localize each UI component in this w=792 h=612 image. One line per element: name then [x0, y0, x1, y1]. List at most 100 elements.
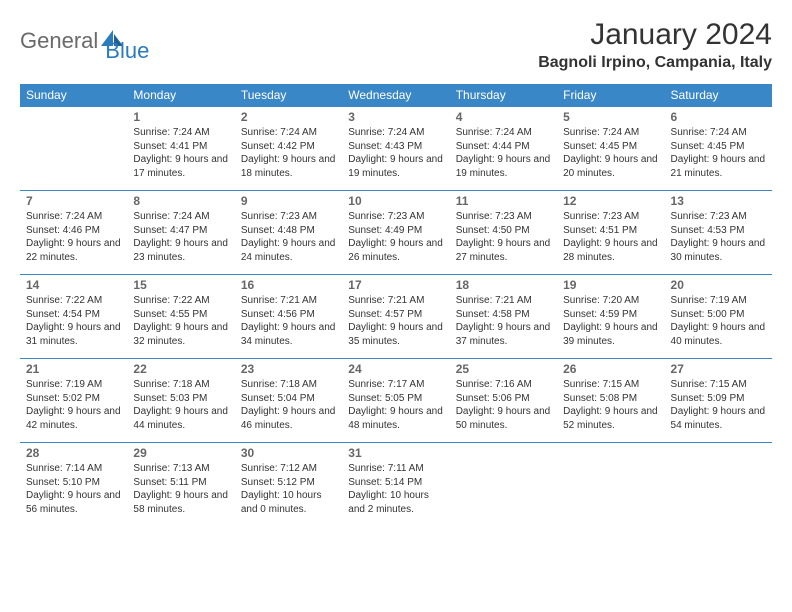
daylight-text: Daylight: 9 hours and 19 minutes. [456, 153, 551, 180]
day-cell: 9Sunrise: 7:23 AMSunset: 4:48 PMDaylight… [235, 191, 342, 275]
sunset-text: Sunset: 4:51 PM [563, 224, 658, 238]
day-info: Sunrise: 7:11 AMSunset: 5:14 PMDaylight:… [348, 462, 443, 516]
day-info: Sunrise: 7:20 AMSunset: 4:59 PMDaylight:… [563, 294, 658, 348]
day-info: Sunrise: 7:19 AMSunset: 5:02 PMDaylight:… [26, 378, 121, 432]
sunset-text: Sunset: 4:42 PM [241, 140, 336, 154]
day-info: Sunrise: 7:24 AMSunset: 4:45 PMDaylight:… [563, 126, 658, 180]
day-info: Sunrise: 7:23 AMSunset: 4:51 PMDaylight:… [563, 210, 658, 264]
day-cell: 25Sunrise: 7:16 AMSunset: 5:06 PMDayligh… [450, 359, 557, 443]
sunrise-text: Sunrise: 7:22 AM [133, 294, 228, 308]
week-row: 1Sunrise: 7:24 AMSunset: 4:41 PMDaylight… [20, 107, 772, 191]
daylight-text: Daylight: 9 hours and 56 minutes. [26, 489, 121, 516]
day-cell: 31Sunrise: 7:11 AMSunset: 5:14 PMDayligh… [342, 443, 449, 527]
day-number: 30 [241, 446, 336, 460]
day-number: 18 [456, 278, 551, 292]
day-info: Sunrise: 7:15 AMSunset: 5:09 PMDaylight:… [671, 378, 766, 432]
sunset-text: Sunset: 4:43 PM [348, 140, 443, 154]
sunset-text: Sunset: 4:57 PM [348, 308, 443, 322]
day-info: Sunrise: 7:23 AMSunset: 4:49 PMDaylight:… [348, 210, 443, 264]
day-cell [665, 443, 772, 527]
sunrise-text: Sunrise: 7:13 AM [133, 462, 228, 476]
day-number: 3 [348, 110, 443, 124]
daylight-text: Daylight: 9 hours and 48 minutes. [348, 405, 443, 432]
day-number: 5 [563, 110, 658, 124]
daylight-text: Daylight: 9 hours and 28 minutes. [563, 237, 658, 264]
daylight-text: Daylight: 9 hours and 44 minutes. [133, 405, 228, 432]
day-number: 7 [26, 194, 121, 208]
sunrise-text: Sunrise: 7:19 AM [26, 378, 121, 392]
day-number: 14 [26, 278, 121, 292]
day-number: 11 [456, 194, 551, 208]
sunrise-text: Sunrise: 7:17 AM [348, 378, 443, 392]
logo: General Blue [20, 18, 149, 64]
daylight-text: Daylight: 9 hours and 22 minutes. [26, 237, 121, 264]
day-number: 10 [348, 194, 443, 208]
day-number: 13 [671, 194, 766, 208]
sunrise-text: Sunrise: 7:23 AM [563, 210, 658, 224]
day-cell: 19 Sunrise: 7:20 AMSunset: 4:59 PMDayligh… [557, 275, 664, 359]
day-cell: 8Sunrise: 7:24 AMSunset: 4:47 PMDaylight… [127, 191, 234, 275]
day-info: Sunrise: 7:24 AMSunset: 4:42 PMDaylight:… [241, 126, 336, 180]
week-row: 21 Sunrise: 7:19 AMSunset: 5:02 PMDayligh… [20, 359, 772, 443]
day-cell: 27 Sunrise: 7:15 AMSunset: 5:09 PMDayligh… [665, 359, 772, 443]
sunset-text: Sunset: 5:12 PM [241, 476, 336, 490]
day-number: 27 [671, 362, 766, 376]
sunset-text: Sunset: 5:14 PM [348, 476, 443, 490]
sunrise-text: Sunrise: 7:23 AM [456, 210, 551, 224]
day-info: Sunrise: 7:23 AMSunset: 4:53 PMDaylight:… [671, 210, 766, 264]
day-cell: 12Sunrise: 7:23 AMSunset: 4:51 PMDayligh… [557, 191, 664, 275]
week-row: 7Sunrise: 7:24 AMSunset: 4:46 PMDaylight… [20, 191, 772, 275]
sunset-text: Sunset: 4:56 PM [241, 308, 336, 322]
day-info: Sunrise: 7:19 AMSunset: 5:00 PMDaylight:… [671, 294, 766, 348]
sunset-text: Sunset: 4:45 PM [671, 140, 766, 154]
dow-sunday: Sunday [20, 84, 127, 107]
sunrise-text: Sunrise: 7:20 AM [563, 294, 658, 308]
calendar-table: Sunday Monday Tuesday Wednesday Thursday… [20, 84, 772, 527]
daylight-text: Daylight: 9 hours and 31 minutes. [26, 321, 121, 348]
daylight-text: Daylight: 10 hours and 0 minutes. [241, 489, 336, 516]
day-info: Sunrise: 7:21 AMSunset: 4:58 PMDaylight:… [456, 294, 551, 348]
sunrise-text: Sunrise: 7:24 AM [241, 126, 336, 140]
sunset-text: Sunset: 4:49 PM [348, 224, 443, 238]
daylight-text: Daylight: 9 hours and 54 minutes. [671, 405, 766, 432]
day-info: Sunrise: 7:24 AMSunset: 4:44 PMDaylight:… [456, 126, 551, 180]
day-number: 26 [563, 362, 658, 376]
day-cell: 4Sunrise: 7:24 AMSunset: 4:44 PMDaylight… [450, 107, 557, 191]
sunset-text: Sunset: 4:58 PM [456, 308, 551, 322]
sunset-text: Sunset: 5:03 PM [133, 392, 228, 406]
daylight-text: Daylight: 9 hours and 58 minutes. [133, 489, 228, 516]
header: General Blue January 2024 Bagnoli Irpino… [20, 18, 772, 72]
sunset-text: Sunset: 5:08 PM [563, 392, 658, 406]
sunset-text: Sunset: 5:04 PM [241, 392, 336, 406]
daylight-text: Daylight: 9 hours and 34 minutes. [241, 321, 336, 348]
day-info: Sunrise: 7:24 AMSunset: 4:45 PMDaylight:… [671, 126, 766, 180]
sunrise-text: Sunrise: 7:11 AM [348, 462, 443, 476]
sunrise-text: Sunrise: 7:16 AM [456, 378, 551, 392]
day-cell: 22Sunrise: 7:18 AMSunset: 5:03 PMDayligh… [127, 359, 234, 443]
dow-thursday: Thursday [450, 84, 557, 107]
day-cell: 14Sunrise: 7:22 AMSunset: 4:54 PMDayligh… [20, 275, 127, 359]
day-number: 22 [133, 362, 228, 376]
sunrise-text: Sunrise: 7:12 AM [241, 462, 336, 476]
day-cell [20, 107, 127, 191]
week-row: 28Sunrise: 7:14 AMSunset: 5:10 PMDayligh… [20, 443, 772, 527]
daylight-text: Daylight: 9 hours and 39 minutes. [563, 321, 658, 348]
day-cell [450, 443, 557, 527]
day-number: 19 [563, 278, 658, 292]
day-of-week-row: Sunday Monday Tuesday Wednesday Thursday… [20, 84, 772, 107]
daylight-text: Daylight: 9 hours and 20 minutes. [563, 153, 658, 180]
sunset-text: Sunset: 4:47 PM [133, 224, 228, 238]
day-number: 25 [456, 362, 551, 376]
day-cell: 2 Sunrise: 7:24 AMSunset: 4:42 PMDaylight… [235, 107, 342, 191]
sunrise-text: Sunrise: 7:18 AM [241, 378, 336, 392]
day-info: Sunrise: 7:23 AMSunset: 4:48 PMDaylight:… [241, 210, 336, 264]
day-number: 2 [241, 110, 336, 124]
day-info: Sunrise: 7:24 AMSunset: 4:47 PMDaylight:… [133, 210, 228, 264]
sunset-text: Sunset: 5:09 PM [671, 392, 766, 406]
logo-text-general: General [20, 28, 98, 54]
sunrise-text: Sunrise: 7:23 AM [241, 210, 336, 224]
title-block: January 2024 Bagnoli Irpino, Campania, I… [538, 18, 772, 72]
day-number: 21 [26, 362, 121, 376]
day-number: 17 [348, 278, 443, 292]
daylight-text: Daylight: 9 hours and 19 minutes. [348, 153, 443, 180]
